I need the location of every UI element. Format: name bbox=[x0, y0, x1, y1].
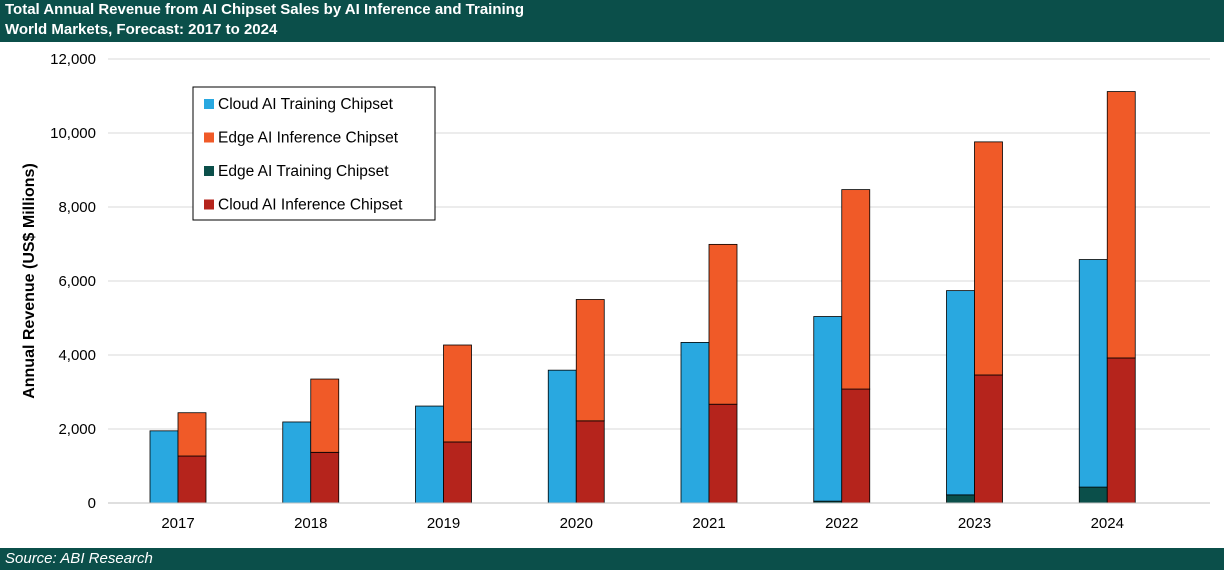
legend-box bbox=[192, 86, 436, 221]
y-tick-label: 4,000 bbox=[58, 347, 96, 364]
bar-cloud-ai-inference-chipset-2024 bbox=[1106, 357, 1136, 504]
source-note: Source: ABI Research bbox=[5, 550, 153, 567]
bar-cloud-ai-inference-chipset-2018 bbox=[310, 451, 340, 504]
chart-footer: Source: ABI Research bbox=[0, 548, 1224, 570]
chart-header: Total Annual Revenue from AI Chipset Sal… bbox=[0, 0, 1224, 42]
legend-entry-label: Edge AI Inference Chipset bbox=[218, 130, 399, 147]
y-tick-label: 8,000 bbox=[58, 199, 96, 216]
bar-edge-ai-inference-chipset-2017 bbox=[177, 412, 207, 457]
bar-edge-ai-inference-chipset-2023 bbox=[974, 141, 1003, 376]
bar-cloud-ai-training-chipset-2024 bbox=[1078, 259, 1108, 488]
x-tick-label: 2019 bbox=[427, 515, 460, 532]
chart-subtitle: World Markets, Forecast: 2017 to 2024 bbox=[5, 21, 278, 38]
bar-edge-ai-inference-chipset-2021 bbox=[708, 243, 738, 405]
bar-edge-ai-inference-chipset-2019 bbox=[443, 344, 472, 443]
y-tick-label: 12,000 bbox=[50, 51, 96, 68]
legend-swatch bbox=[204, 199, 214, 210]
bar-edge-ai-training-chipset-2024 bbox=[1078, 486, 1108, 504]
bar-cloud-ai-inference-chipset-2020 bbox=[575, 420, 605, 504]
bar-cloud-ai-training-chipset-2022 bbox=[813, 316, 843, 502]
legend-swatch bbox=[204, 166, 214, 176]
bar-cloud-ai-training-chipset-2017 bbox=[149, 430, 179, 504]
x-tick-label: 2022 bbox=[825, 515, 858, 532]
bar-cloud-ai-training-chipset-2021 bbox=[680, 342, 710, 504]
legend-swatch bbox=[204, 99, 214, 109]
legend-entry-label: Edge AI Training Chipset bbox=[218, 163, 389, 180]
bar-cloud-ai-inference-chipset-2019 bbox=[443, 441, 472, 504]
x-tick-label: 2020 bbox=[560, 515, 593, 532]
bar-edge-ai-inference-chipset-2022 bbox=[841, 189, 871, 390]
y-tick-label: 10,000 bbox=[50, 125, 96, 142]
bar-edge-ai-inference-chipset-2018 bbox=[310, 378, 340, 453]
x-tick-label: 2024 bbox=[1091, 515, 1124, 532]
legend-swatch bbox=[204, 132, 214, 143]
legend: Cloud AI Training Chipset Edge AI Inferen… bbox=[192, 86, 436, 221]
y-tick-label: 6,000 bbox=[58, 273, 96, 290]
x-axis-ticks: 2017 2018 2019 2020 2021 2022 2023 2024 bbox=[161, 515, 1124, 532]
bar-cloud-ai-training-chipset-2020 bbox=[547, 369, 577, 504]
bar-edge-ai-training-chipset-2023 bbox=[946, 494, 975, 504]
bars bbox=[149, 91, 1136, 504]
legend-entry-label: Cloud AI Training Chipset bbox=[218, 96, 394, 113]
chart-title: Total Annual Revenue from AI Chipset Sal… bbox=[5, 1, 524, 18]
bar-edge-ai-inference-chipset-2020 bbox=[575, 299, 605, 422]
x-tick-label: 2021 bbox=[692, 515, 725, 532]
bar-cloud-ai-training-chipset-2018 bbox=[282, 421, 312, 504]
bar-cloud-ai-training-chipset-2023 bbox=[946, 290, 975, 496]
bar-cloud-ai-inference-chipset-2021 bbox=[708, 403, 738, 504]
y-axis-label: Annual Revenue (US$ Millions) bbox=[21, 163, 38, 399]
x-tick-label: 2017 bbox=[161, 515, 194, 532]
y-axis-ticks: 0 2,000 4,000 6,000 8,000 10,000 12,000 bbox=[50, 51, 96, 512]
y-tick-label: 0 bbox=[88, 495, 96, 512]
y-tick-label: 2,000 bbox=[58, 421, 96, 438]
legend-entry-label: Cloud AI Inference Chipset bbox=[218, 197, 403, 214]
bar-cloud-ai-inference-chipset-2017 bbox=[177, 455, 207, 504]
bar-cloud-ai-inference-chipset-2022 bbox=[841, 388, 871, 504]
x-tick-label: 2018 bbox=[294, 515, 327, 532]
x-tick-label: 2023 bbox=[958, 515, 991, 532]
bar-cloud-ai-inference-chipset-2023 bbox=[974, 374, 1003, 504]
bar-cloud-ai-training-chipset-2019 bbox=[415, 405, 444, 504]
bar-edge-ai-inference-chipset-2024 bbox=[1106, 91, 1136, 359]
